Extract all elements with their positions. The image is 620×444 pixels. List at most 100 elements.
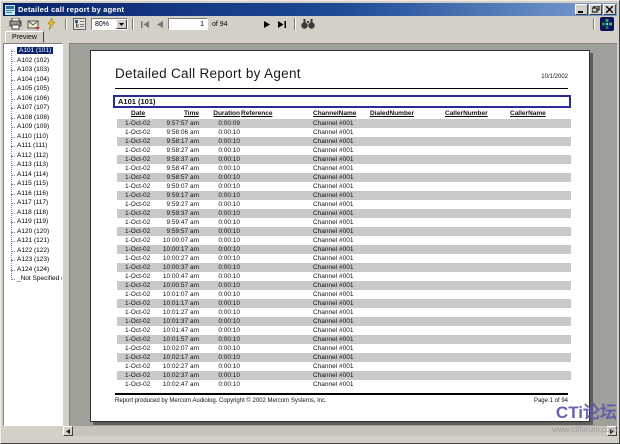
sidebar-item[interactable]: A113 (113)	[11, 160, 62, 170]
cell-date: 1-Oct-02	[125, 300, 151, 307]
cell-duration: 0:00:10	[218, 372, 240, 379]
table-row: 1-Oct-02 10:01:17 am 0:00:10 Channel #00…	[117, 299, 571, 308]
first-page-button[interactable]	[138, 18, 152, 31]
cell-duration: 0:00:10	[218, 282, 240, 289]
table-row: 1-Oct-02 10:01:37 am 0:00:10 Channel #00…	[117, 317, 571, 326]
scroll-right-button[interactable]	[607, 426, 617, 436]
sidebar-item-label: A112 (112)	[17, 151, 49, 159]
cell-channelname: Channel #001	[313, 381, 354, 388]
cell-time: 10:01:17 am	[162, 300, 199, 307]
sidebar-item-label: _Not Specified (No	[17, 275, 62, 282]
cell-channelname: Channel #001	[313, 264, 354, 271]
cell-date: 1-Oct-02	[125, 255, 151, 262]
sidebar-item[interactable]: A118 (118)	[11, 208, 62, 218]
toolbar-separator	[65, 18, 67, 30]
panel-splitter[interactable]	[63, 43, 69, 426]
cell-duration: 0:00:10	[218, 273, 240, 280]
cell-date: 1-Oct-02	[125, 264, 151, 271]
toggle-group-tree-button[interactable]	[71, 17, 87, 31]
window-title: Detailed call report by agent	[18, 5, 125, 14]
close-button[interactable]	[603, 4, 616, 15]
cell-time: 9:58:06 am	[166, 129, 199, 136]
sidebar-item[interactable]: A123 (123)	[11, 255, 62, 265]
page-count-label: of 94	[212, 20, 228, 28]
restore-button[interactable]	[589, 4, 602, 15]
sidebar-item[interactable]: A116 (116)	[11, 189, 62, 199]
sidebar-item[interactable]: A114 (114)	[11, 170, 62, 180]
cell-channelname: Channel #001	[313, 318, 354, 325]
cell-date: 1-Oct-02	[125, 372, 151, 379]
cell-channelname: Channel #001	[313, 165, 354, 172]
tab-preview[interactable]: Preview	[5, 31, 44, 43]
sidebar-item[interactable]: A124 (124)	[11, 265, 62, 275]
group-header-label: A101 (101)	[118, 97, 156, 106]
brand-logo-button[interactable]	[599, 17, 615, 32]
sidebar-item-label: A109 (109)	[17, 123, 50, 130]
sidebar-item-label: A121 (121)	[17, 237, 50, 244]
sidebar-item[interactable]: A109 (109)	[11, 122, 62, 132]
report-page: Detailed Call Report by Agent 10/1/2002 …	[90, 50, 590, 422]
last-page-button[interactable]	[275, 18, 289, 31]
sidebar-item[interactable]: _Not Specified (No	[11, 274, 62, 284]
cell-time: 9:59:57 am	[166, 228, 199, 235]
sidebar-item[interactable]: A111 (111)	[11, 141, 62, 151]
sidebar-item[interactable]: A108 (108)	[11, 113, 62, 123]
sidebar-item[interactable]: A104 (104)	[11, 75, 62, 85]
sidebar-item[interactable]: A107 (107)	[11, 103, 62, 113]
minimize-button[interactable]	[575, 4, 588, 15]
window-bottom-frame	[3, 436, 617, 441]
sidebar-item[interactable]: A105 (105)	[11, 84, 62, 94]
sidebar-item[interactable]: A101 (101)	[11, 46, 62, 56]
cell-date: 1-Oct-02	[125, 201, 151, 208]
cell-time: 10:02:37 am	[162, 372, 199, 379]
cell-time: 10:01:27 am	[162, 309, 199, 316]
table-row: 1-Oct-02 10:02:37 am 0:00:10 Channel #00…	[117, 371, 571, 380]
cell-time: 9:58:17 am	[166, 138, 199, 145]
sidebar-item[interactable]: A117 (117)	[11, 198, 62, 208]
sidebar-item[interactable]: A122 (122)	[11, 246, 62, 256]
sidebar-item-label: A120 (120)	[17, 227, 50, 235]
sidebar-item[interactable]: A102 (102)	[11, 56, 62, 66]
report-footer-text: Report produced by Mercom Audiolog. Copy…	[115, 398, 327, 404]
sidebar-item[interactable]: A120 (120)	[11, 227, 62, 237]
search-button[interactable]	[300, 17, 316, 31]
sidebar-item-label: A122 (122)	[17, 246, 50, 254]
sidebar-item[interactable]: A119 (119)	[11, 217, 62, 227]
horizontal-scrollbar[interactable]	[63, 426, 617, 436]
cell-channelname: Channel #001	[313, 309, 354, 316]
sidebar-item-label: A115 (115)	[17, 180, 49, 187]
zoom-dropdown-arrow[interactable]	[116, 19, 127, 29]
table-row: 1-Oct-02 9:59:57 am 0:00:10 Channel #001	[117, 227, 571, 236]
table-row: 1-Oct-02 9:58:47 am 0:00:10 Channel #001	[117, 164, 571, 173]
cell-channelname: Channel #001	[313, 219, 354, 226]
sidebar-item[interactable]: A110 (110)	[11, 132, 62, 142]
cell-duration: 0:00:10	[218, 228, 240, 235]
cell-channelname: Channel #001	[313, 129, 354, 136]
scrollbar-track[interactable]	[73, 426, 607, 436]
sidebar-item[interactable]: A106 (106)	[11, 94, 62, 104]
close-icon	[606, 6, 613, 13]
cell-duration: 0:00:10	[218, 345, 240, 352]
next-page-button[interactable]	[260, 18, 274, 31]
toolbar-separator	[132, 18, 134, 30]
table-row: 1-Oct-02 10:01:47 am 0:00:10 Channel #00…	[117, 326, 571, 335]
table-row: 1-Oct-02 10:01:27 am 0:00:10 Channel #00…	[117, 308, 571, 317]
zoom-select[interactable]: 80%	[91, 18, 128, 30]
last-page-icon	[277, 20, 286, 28]
column-header-channelname: ChannelName	[313, 110, 357, 117]
cell-date: 1-Oct-02	[125, 345, 151, 352]
sidebar-item[interactable]: A103 (103)	[11, 65, 62, 75]
tab-preview-label: Preview	[12, 33, 37, 41]
scroll-left-button[interactable]	[63, 426, 73, 436]
print-button[interactable]	[7, 17, 23, 31]
sidebar-item[interactable]: A121 (121)	[11, 236, 62, 246]
cell-duration: 0:00:10	[218, 327, 240, 334]
sidebar-item[interactable]: A112 (112)	[11, 151, 62, 161]
previous-page-button[interactable]	[153, 18, 167, 31]
lightning-icon	[47, 18, 55, 30]
sidebar-item[interactable]: A115 (115)	[11, 179, 62, 189]
refresh-button[interactable]	[43, 17, 59, 31]
page-number-input[interactable]	[168, 18, 208, 30]
column-header-duration: Duration	[213, 110, 240, 117]
export-button[interactable]	[25, 17, 41, 31]
